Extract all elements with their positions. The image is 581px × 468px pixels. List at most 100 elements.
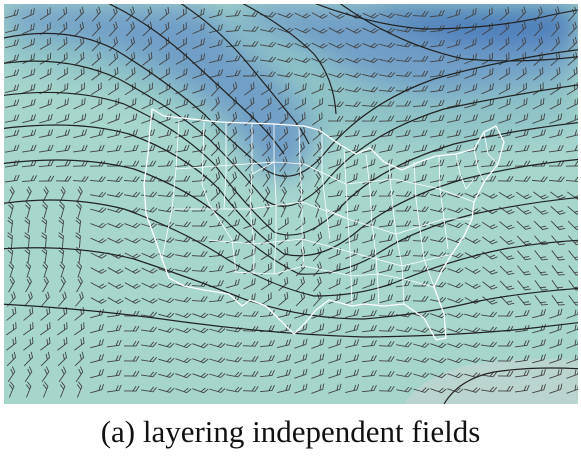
state-boundary-layer <box>143 108 505 341</box>
wind-barb <box>175 372 192 379</box>
wind-barb <box>549 144 564 153</box>
wind-barb <box>209 9 223 19</box>
state-boundary <box>483 131 499 165</box>
wind-barb <box>481 113 495 124</box>
wind-barb <box>567 220 578 231</box>
wind-barb <box>447 144 462 153</box>
wind-barb <box>141 98 154 110</box>
wind-barb <box>277 42 294 48</box>
wind-barb <box>482 281 498 290</box>
wind-barb <box>74 322 85 336</box>
contour-line <box>4 60 578 207</box>
wind-barb <box>549 308 563 319</box>
wind-barb <box>76 381 83 398</box>
wind-barb <box>107 113 121 124</box>
wind-barb <box>313 276 322 292</box>
wind-barb <box>412 11 429 17</box>
wind-barb <box>90 354 104 364</box>
wind-barb <box>244 126 255 142</box>
wind-barb <box>8 276 15 293</box>
wind-barb <box>395 71 412 77</box>
wind-barb <box>429 39 445 48</box>
wind-barb <box>413 327 430 333</box>
wind-barb <box>22 23 35 35</box>
wind-barb <box>549 97 562 110</box>
wind-barb <box>158 372 175 378</box>
wind-barb <box>345 158 359 169</box>
wind-barb <box>516 21 527 37</box>
wind-barb <box>499 250 515 260</box>
wind-barb <box>210 171 221 187</box>
wind-barb <box>59 381 66 398</box>
wind-barb <box>294 368 308 379</box>
wind-barb <box>311 12 328 19</box>
wind-barb <box>23 337 34 351</box>
wind-barb <box>157 191 174 197</box>
wind-barb <box>311 97 324 110</box>
wind-barb <box>90 129 104 139</box>
wind-barb <box>362 12 379 19</box>
contour-line <box>4 124 578 257</box>
wind-barb <box>534 250 548 261</box>
wind-barb <box>464 83 478 94</box>
wind-barb <box>516 220 532 230</box>
wind-barb <box>158 67 170 80</box>
wind-barb <box>362 42 379 49</box>
wind-barb <box>533 21 543 37</box>
contour-line <box>4 303 578 338</box>
wind-barb <box>464 129 479 138</box>
wind-barb <box>5 39 19 49</box>
wind-barb <box>533 36 544 52</box>
wind-barb <box>429 54 445 63</box>
wind-barb <box>378 86 395 93</box>
contour-line <box>242 4 337 115</box>
wind-barb <box>7 232 13 249</box>
wind-barb <box>395 191 412 197</box>
wind-barb <box>498 113 512 124</box>
wind-barb <box>568 235 578 246</box>
wind-barb <box>41 246 48 263</box>
wind-barb <box>141 356 158 363</box>
wind-barb <box>328 12 345 19</box>
wind-barb <box>175 312 192 319</box>
wind-barb <box>22 144 37 153</box>
wind-barb <box>278 276 289 291</box>
wind-barb <box>361 101 378 107</box>
wind-barb <box>39 67 52 80</box>
wind-barb <box>549 129 563 139</box>
wind-barb <box>567 21 577 37</box>
contour-line <box>4 32 578 177</box>
wind-barb <box>59 276 66 293</box>
wind-barb <box>22 8 35 20</box>
wind-barb <box>516 36 527 52</box>
wind-barb <box>175 296 192 303</box>
wind-barb <box>550 36 560 52</box>
wind-barb <box>314 171 322 188</box>
wind-barb <box>175 7 187 21</box>
wind-barb <box>277 384 292 394</box>
wind-barb <box>499 206 515 215</box>
wind-barb <box>277 369 292 379</box>
wind-barb <box>515 354 530 363</box>
wind-barb <box>261 141 271 157</box>
wind-barb <box>566 129 578 139</box>
wind-barb <box>482 251 498 260</box>
field-region-blue-corner <box>4 4 64 34</box>
wind-barb <box>327 189 343 198</box>
wind-barb <box>447 38 461 49</box>
wind-barb <box>22 53 36 64</box>
wind-barb <box>328 27 345 34</box>
wind-barb <box>430 372 447 379</box>
wind-barb <box>242 310 259 317</box>
wind-barb <box>108 67 119 81</box>
wind-barb <box>226 371 243 378</box>
wind-barb <box>226 341 243 348</box>
wind-barb <box>42 381 49 398</box>
wind-barb <box>497 370 514 377</box>
wind-barb <box>124 222 141 229</box>
wind-barb <box>515 98 528 110</box>
wind-barb <box>39 22 51 36</box>
wind-barb <box>413 342 430 348</box>
wind-barb <box>515 369 530 378</box>
wind-barb <box>311 83 324 95</box>
